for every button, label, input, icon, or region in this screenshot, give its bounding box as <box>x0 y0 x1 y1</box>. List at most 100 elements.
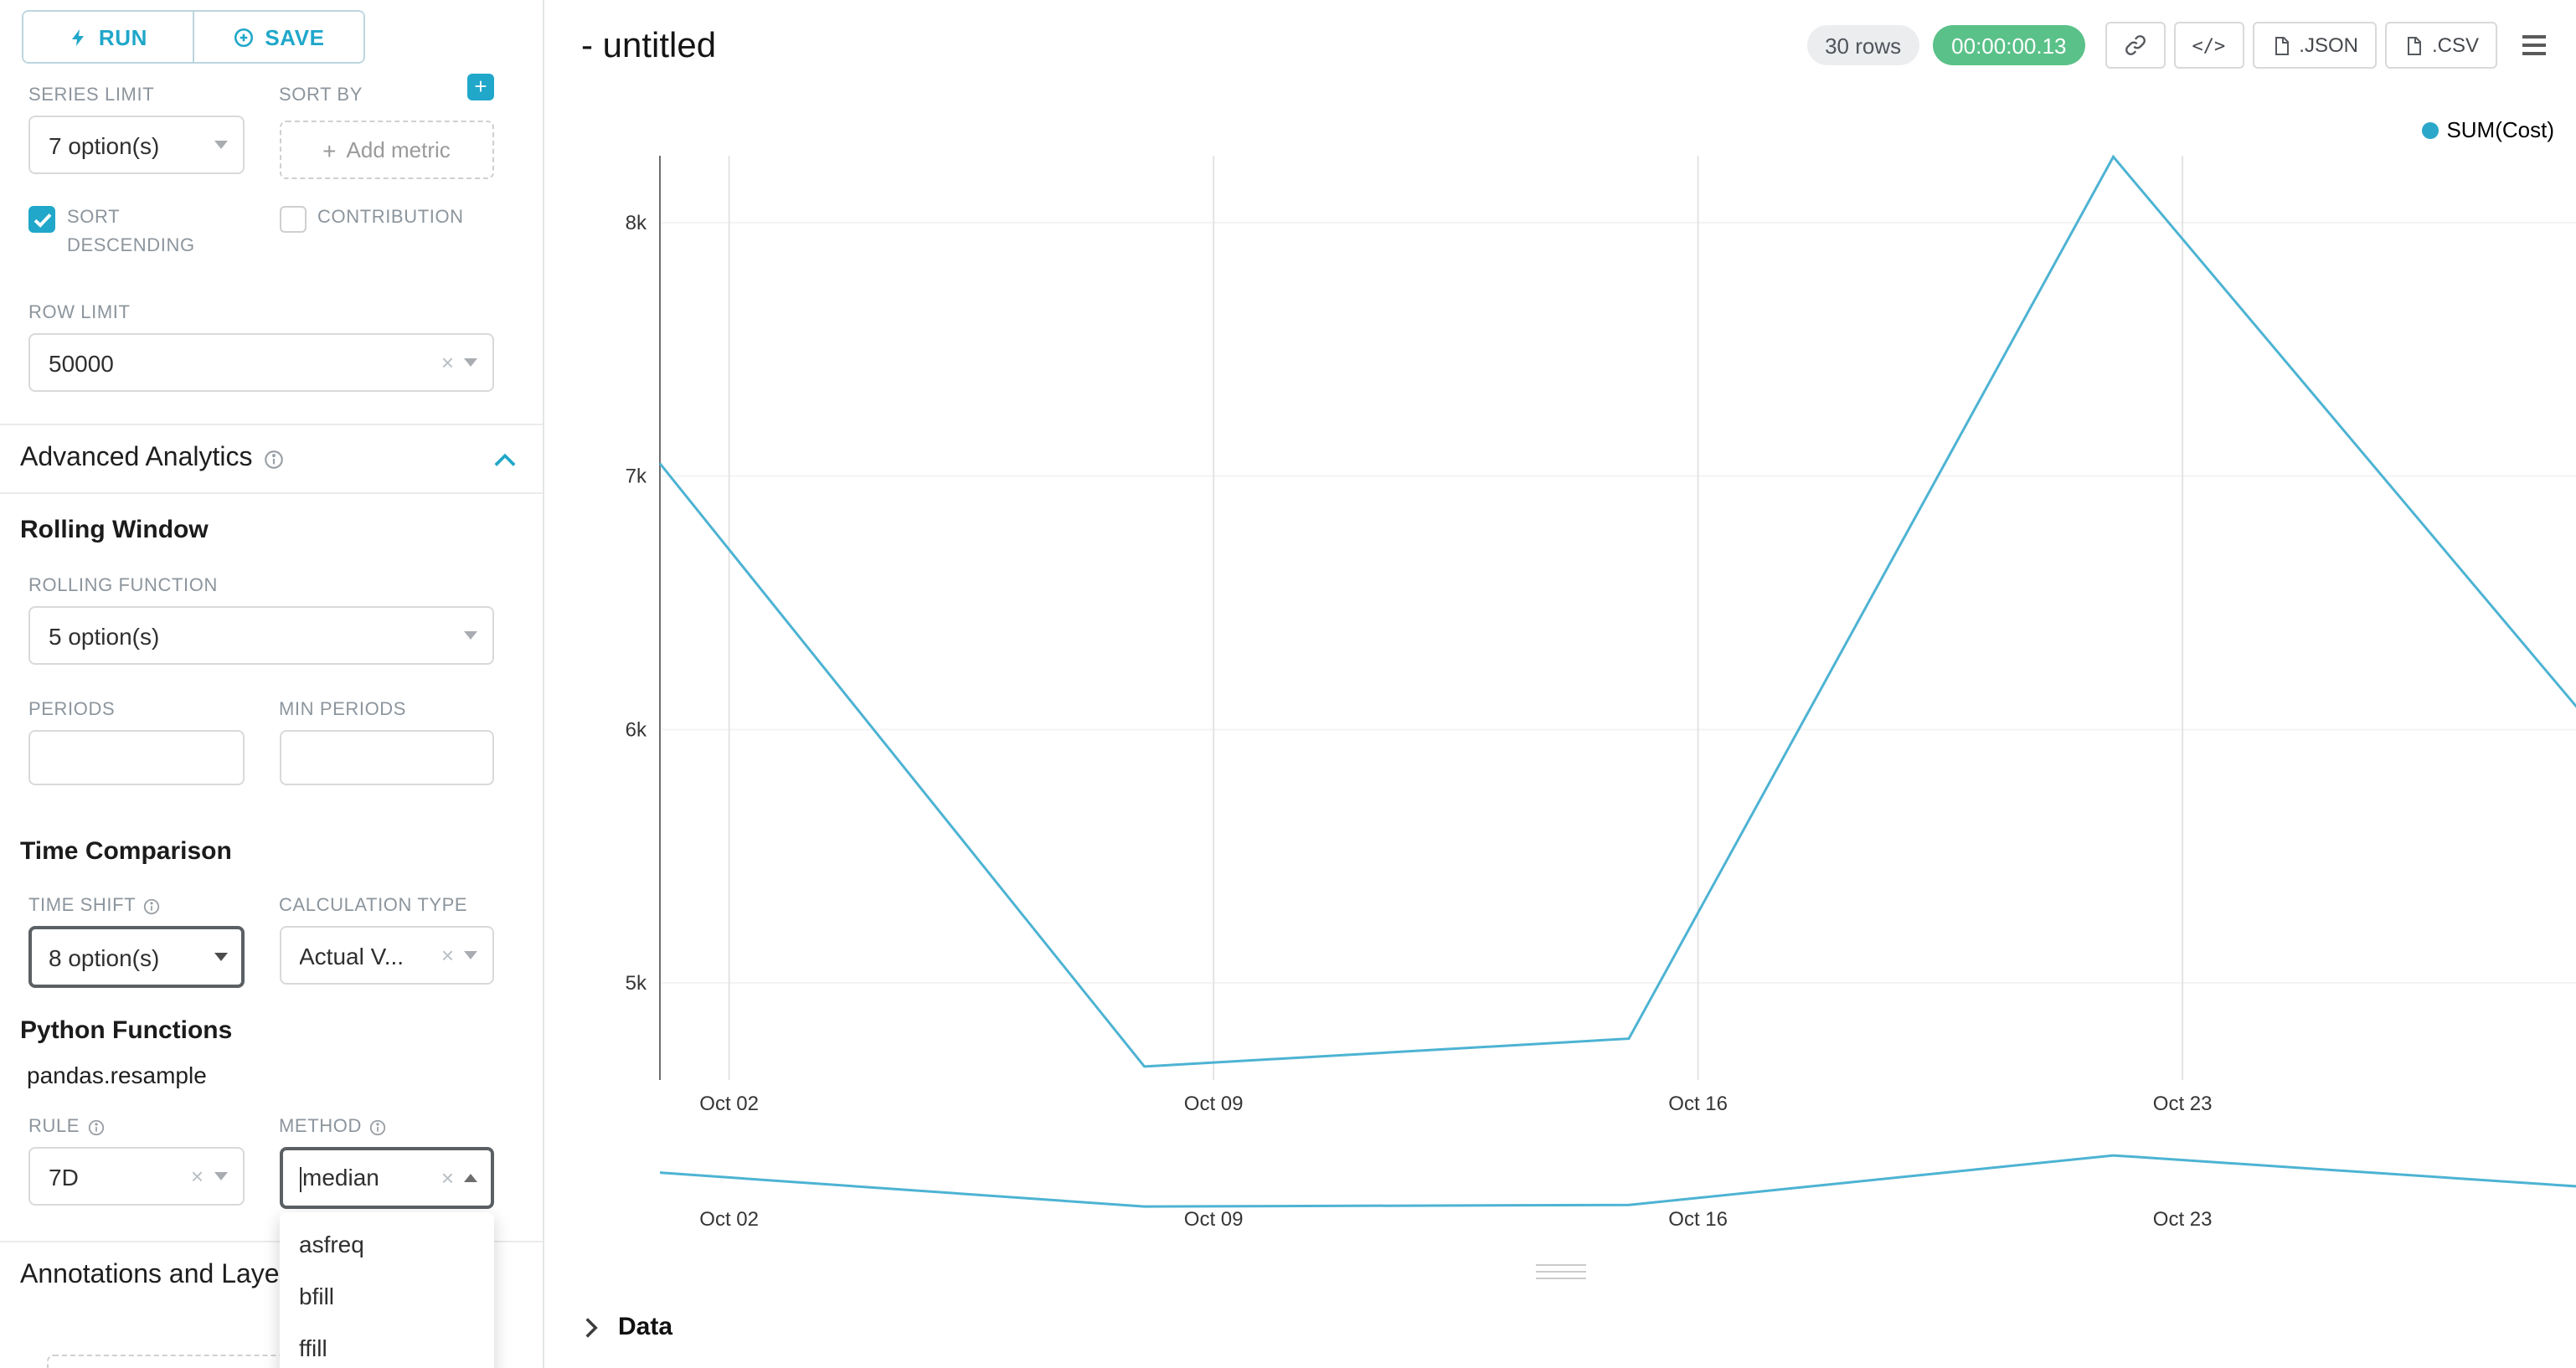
method-option[interactable]: asfreq <box>299 1231 364 1257</box>
periods-input[interactable] <box>28 730 244 785</box>
contribution-label: CONTRIBUTION <box>317 208 464 228</box>
add-metric-plus-button[interactable]: + <box>467 74 494 100</box>
annotations-header[interactable]: Annotations and Layers <box>0 1242 543 1309</box>
rolling-window-title: Rolling Window <box>20 516 209 544</box>
periods-label: PERIODS <box>28 700 116 720</box>
resize-handle[interactable] <box>1535 1264 1585 1284</box>
chevron-down-icon <box>464 631 477 640</box>
clear-icon[interactable]: × <box>440 1165 454 1191</box>
embed-code-button[interactable]: </> <box>2173 22 2244 69</box>
line-chart[interactable]: 5k 6k 7k 8k Oct 02 Oct 09 Oct 16 Oct 23 <box>544 100 2576 1139</box>
svg-text:Oct 02: Oct 02 <box>699 1208 759 1231</box>
info-icon <box>87 1119 104 1135</box>
row-count-badge: 30 rows <box>1806 25 1920 65</box>
json-label: .JSON <box>2299 33 2358 57</box>
divider <box>0 1241 543 1242</box>
rolling-function-value: 5 option(s) <box>49 622 160 649</box>
svg-text:Oct 09: Oct 09 <box>1184 1208 1244 1231</box>
legend-label: SUM(Cost) <box>2446 117 2554 142</box>
rule-select[interactable]: 7D × <box>28 1147 244 1206</box>
save-button[interactable]: SAVE <box>193 12 363 62</box>
copy-link-button[interactable] <box>2105 22 2166 69</box>
sort-by-label: SORT BY <box>279 85 363 105</box>
menu-icon[interactable] <box>2512 22 2556 69</box>
svg-text:Oct 16: Oct 16 <box>1668 1093 1728 1115</box>
svg-text:Oct 02: Oct 02 <box>699 1093 759 1115</box>
python-functions-title: Python Functions <box>20 1016 233 1045</box>
plus-icon: + <box>322 136 337 163</box>
save-plus-icon <box>234 27 254 47</box>
time-shift-value: 8 option(s) <box>49 944 160 970</box>
chevron-up-icon <box>464 1174 477 1182</box>
pandas-resample-label: pandas.resample <box>27 1062 207 1088</box>
sort-by-add-metric[interactable]: + Add metric <box>279 121 494 179</box>
clear-icon[interactable]: × <box>190 1164 204 1189</box>
method-combobox[interactable]: median × <box>279 1147 494 1209</box>
row-limit-label: ROW LIMIT <box>28 303 131 323</box>
export-json-button[interactable]: .JSON <box>2252 22 2377 69</box>
clear-icon[interactable]: × <box>440 943 454 968</box>
data-panel-title: Data <box>618 1313 673 1341</box>
chevron-right-icon <box>585 1317 598 1337</box>
advanced-analytics-header[interactable]: Advanced Analytics <box>0 425 543 492</box>
chevron-down-icon <box>214 953 227 961</box>
chevron-down-icon <box>214 1172 227 1180</box>
svg-text:6k: 6k <box>626 718 647 741</box>
control-panel: RUN SAVE SERIES LIMIT 7 option(s) SOR <box>0 0 544 1368</box>
time-shift-select[interactable]: 8 option(s) <box>28 926 244 988</box>
rolling-function-select[interactable]: 5 option(s) <box>28 606 494 665</box>
method-label: METHOD <box>279 1115 494 1139</box>
method-value: median <box>299 1164 441 1192</box>
svg-text:7k: 7k <box>626 465 647 488</box>
svg-text:Oct 23: Oct 23 <box>2153 1093 2213 1115</box>
run-button[interactable]: RUN <box>23 12 193 62</box>
calculation-type-select[interactable]: Actual V... × <box>279 926 494 985</box>
chart-panel: - untitled 30 rows 00:00:00.13 </> .JSON… <box>544 0 2576 1368</box>
save-label: SAVE <box>265 24 325 49</box>
svg-text:Oct 23: Oct 23 <box>2153 1208 2213 1231</box>
chart-title[interactable]: - untitled <box>581 27 717 65</box>
legend-dot-icon <box>2421 121 2439 138</box>
file-icon <box>2275 36 2289 54</box>
clear-icon[interactable]: × <box>440 350 454 375</box>
text-cursor <box>299 1166 301 1192</box>
sort-descending-checkbox[interactable]: SORT DESCENDING <box>28 204 244 261</box>
method-option[interactable]: bfill <box>299 1283 335 1309</box>
time-comparison-title: Time Comparison <box>20 837 232 866</box>
svg-text:Oct 09: Oct 09 <box>1184 1093 1244 1115</box>
rolling-function-label: ROLLING FUNCTION <box>28 576 218 596</box>
method-option[interactable]: ffill <box>299 1335 327 1361</box>
series-limit-select[interactable]: 7 option(s) <box>28 116 244 174</box>
info-icon <box>369 1119 386 1135</box>
chevron-down-icon <box>464 358 477 367</box>
min-periods-input[interactable] <box>279 730 494 785</box>
lightning-icon <box>71 28 84 45</box>
svg-text:5k: 5k <box>626 972 647 995</box>
checkbox-checked-icon <box>28 206 55 233</box>
svg-text:Oct 16: Oct 16 <box>1668 1208 1728 1231</box>
contribution-checkbox[interactable]: CONTRIBUTION <box>279 204 494 261</box>
chevron-down-icon <box>464 951 477 959</box>
chevron-up-icon[interactable] <box>494 451 516 466</box>
row-limit-value: 50000 <box>49 349 114 376</box>
info-icon <box>264 450 283 468</box>
data-panel-toggle[interactable]: Data <box>581 1313 672 1341</box>
run-save-group: RUN SAVE <box>22 10 365 64</box>
divider <box>0 424 543 425</box>
checkbox-unchecked-icon <box>279 206 306 233</box>
min-periods-label: MIN PERIODS <box>279 700 407 720</box>
sort-descending-label: SORT DESCENDING <box>67 208 195 256</box>
link-icon <box>2125 35 2146 55</box>
advanced-analytics-title: Advanced Analytics <box>20 444 253 472</box>
query-timer-badge: 00:00:00.13 <box>1933 25 2085 65</box>
chart-legend[interactable]: SUM(Cost) <box>2421 117 2554 142</box>
zoom-preview-chart[interactable]: Oct 02 Oct 09 Oct 16 Oct 23 <box>544 1122 2576 1256</box>
export-csv-button[interactable]: .CSV <box>2384 22 2497 69</box>
file-icon <box>2407 36 2421 54</box>
time-shift-label: TIME SHIFT <box>28 894 244 918</box>
rule-label: RULE <box>28 1115 244 1139</box>
calculation-type-label: CALCULATION TYPE <box>279 896 468 916</box>
row-limit-select[interactable]: 50000 × <box>28 333 494 392</box>
chevron-down-icon <box>214 141 227 149</box>
calculation-type-value: Actual V... <box>299 942 404 969</box>
